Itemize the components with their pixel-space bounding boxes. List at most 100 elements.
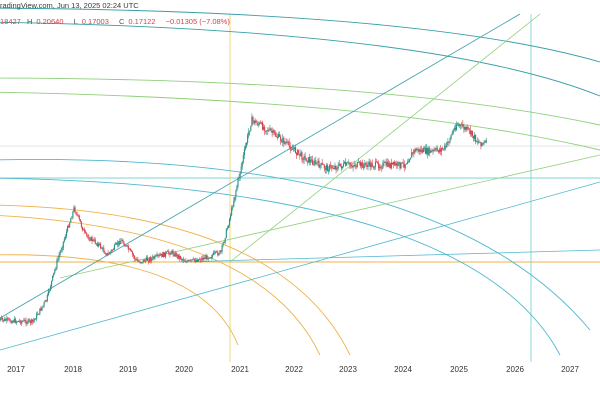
candle-body [130, 250, 133, 252]
candle-body [111, 249, 113, 251]
candle-body [46, 294, 48, 301]
candle-body [446, 142, 448, 148]
candle-body [310, 159, 313, 161]
candle-body [146, 257, 149, 261]
candle-body [44, 300, 46, 303]
candle-body [440, 148, 443, 152]
candle-body [77, 214, 79, 216]
candle-body [193, 258, 195, 261]
candle-body [156, 254, 158, 256]
candle-body [371, 163, 373, 167]
candle-body [113, 244, 115, 250]
fib-arc-green-1 [0, 77, 600, 126]
candle-body [341, 166, 343, 169]
candle-body [174, 252, 176, 257]
candle-body [195, 259, 198, 262]
candle-body [433, 149, 435, 151]
candle-body [449, 138, 451, 143]
candle-body [252, 116, 254, 121]
candle-body [222, 243, 224, 246]
candle-body [464, 127, 466, 130]
candle-body [409, 159, 411, 162]
candle-body [384, 162, 386, 164]
candle-body [47, 290, 49, 295]
candle-body [434, 149, 436, 151]
candle-body [307, 157, 309, 163]
candle-body [357, 161, 359, 163]
candle-body [126, 245, 128, 247]
candle-body [19, 320, 21, 322]
candle-body [10, 321, 12, 324]
candle-body [306, 161, 308, 163]
candle-body [349, 162, 351, 166]
candle-body [271, 131, 273, 134]
candle-body [381, 167, 383, 169]
candle-body [5, 318, 7, 321]
candle-body [477, 140, 479, 143]
time-axis[interactable]: 2017 2018 2019 2020 2021 2022 2023 2024 2025 2026… [0, 365, 600, 379]
chart-header: radingView.com, Jun 13, 2025 02:24 UTC [0, 1, 139, 15]
candle-body [395, 163, 397, 166]
candle-body [282, 137, 284, 143]
candle-body [185, 261, 187, 263]
candle-body [144, 260, 146, 262]
candle-body [256, 122, 258, 126]
candle-body [258, 122, 260, 125]
candle-body [432, 149, 434, 151]
fan-line-2 [59, 154, 600, 279]
candle-body [413, 149, 415, 154]
candle-body [100, 243, 102, 249]
candle-body [135, 258, 137, 260]
candle-body [80, 222, 82, 227]
candle-body [71, 217, 73, 219]
candle-body [166, 251, 168, 253]
candle-body [142, 259, 144, 263]
candle-body [358, 161, 361, 163]
candle-body [30, 319, 32, 324]
candle-body [334, 166, 336, 169]
candle-body [466, 126, 468, 130]
candle-body [261, 122, 264, 130]
candle-body [283, 137, 285, 144]
candle-body [339, 163, 341, 166]
candle-body [481, 143, 483, 147]
candle-body [451, 133, 453, 135]
candle-body [202, 257, 204, 260]
candle-body [57, 258, 59, 261]
candle-body [93, 239, 95, 241]
candle-body [215, 251, 217, 253]
candle-body [78, 215, 80, 220]
candle-body [59, 251, 61, 256]
candle-body [87, 235, 89, 237]
open-value: 18427 [0, 17, 21, 26]
candle-body [483, 141, 485, 144]
candle-body [326, 165, 329, 172]
candle-body [63, 238, 65, 242]
candle-body [396, 163, 398, 166]
candle-body [54, 269, 56, 273]
fan-line-3 [179, 249, 600, 263]
candle-body [145, 257, 147, 261]
candle-body [9, 319, 11, 322]
candle-body [106, 253, 108, 256]
candle-body [233, 201, 235, 207]
candle-body [325, 165, 328, 170]
candle-body [263, 126, 265, 130]
candle-body [367, 164, 369, 167]
candle-body [435, 147, 437, 150]
candle-body [36, 313, 38, 320]
candle-body [260, 122, 263, 124]
candle-body [168, 251, 170, 254]
candle-body [296, 152, 298, 156]
candle-body [31, 319, 33, 322]
candle-body [2, 318, 4, 320]
candle-body [74, 207, 76, 213]
candle-body [458, 124, 460, 126]
candle-body [124, 245, 126, 247]
candle-body [385, 162, 387, 166]
candle-body [152, 256, 154, 259]
candle-body [211, 254, 214, 258]
candle-body [15, 321, 17, 323]
